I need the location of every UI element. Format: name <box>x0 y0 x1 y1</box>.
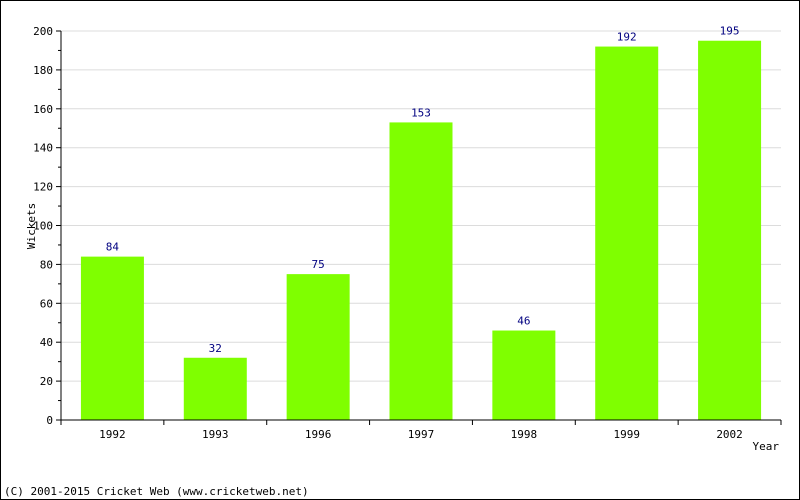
value-label-1998: 46 <box>517 315 530 328</box>
y-tick-label: 80 <box>40 258 53 271</box>
value-label-1993: 32 <box>209 342 222 355</box>
x-tick-label-1993: 1993 <box>202 428 229 441</box>
bar-2002 <box>698 40 762 420</box>
y-tick-label: 100 <box>33 220 53 233</box>
value-label-1999: 192 <box>617 31 637 44</box>
x-tick-label-1997: 1997 <box>408 428 435 441</box>
y-tick-label: 160 <box>33 103 53 116</box>
copyright-footer: (C) 2001-2015 Cricket Web (www.cricketwe… <box>4 485 309 498</box>
x-tick-label-1996: 1996 <box>305 428 332 441</box>
y-tick-label: 40 <box>40 336 53 349</box>
value-label-2002: 195 <box>720 25 740 38</box>
axes <box>56 30 782 425</box>
y-tick-label: 120 <box>33 181 53 194</box>
y-tick-label: 140 <box>33 142 53 155</box>
bar-1996 <box>286 274 350 420</box>
bar-1997 <box>389 122 453 420</box>
gridlines <box>61 30 781 382</box>
bars <box>80 40 762 421</box>
bar-1993 <box>183 357 247 420</box>
bar-1999 <box>595 46 659 421</box>
x-tick-label-1998: 1998 <box>511 428 538 441</box>
bar-1998 <box>492 330 556 420</box>
x-axis-title: Year <box>753 440 780 453</box>
y-tick-label: 60 <box>40 297 53 310</box>
x-tick-label-2002: 2002 <box>716 428 743 441</box>
value-label-1992: 84 <box>106 241 120 254</box>
x-tick-label-1992: 1992 <box>99 428 126 441</box>
y-tick-label: 20 <box>40 375 53 388</box>
value-label-1996: 75 <box>312 258 325 271</box>
x-tick-label-1999: 1999 <box>613 428 640 441</box>
y-tick-label: 180 <box>33 64 53 77</box>
labels: 0 20 40 60 80 100 120 140 160 180 200 84 1992 32 1993 7… <box>33 25 743 441</box>
value-label-1997: 153 <box>411 106 431 119</box>
bar-1992 <box>80 256 144 420</box>
y-axis-title: Wickets <box>25 203 38 249</box>
y-tick-label: 200 <box>33 25 53 38</box>
y-tick-label: 0 <box>46 414 53 427</box>
